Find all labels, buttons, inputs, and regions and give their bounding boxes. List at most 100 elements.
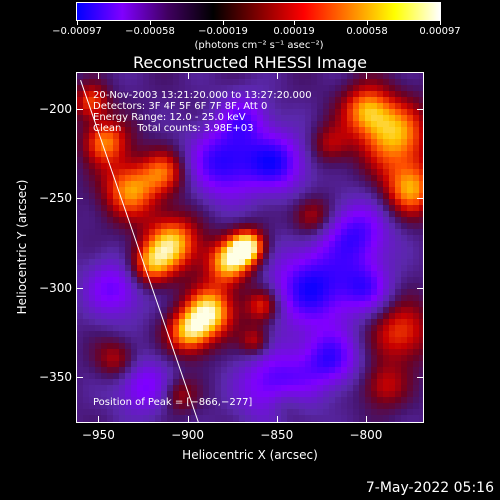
heatmap-cell	[149, 277, 156, 284]
heatmap-cell	[89, 367, 96, 374]
heatmap-cell	[317, 403, 324, 410]
heatmap-cell	[125, 271, 132, 278]
heatmap-cell	[329, 367, 336, 374]
heatmap-cell	[227, 355, 234, 362]
heatmap-cell	[83, 391, 90, 398]
heatmap-cell	[89, 229, 96, 236]
heatmap-cell	[263, 169, 270, 176]
heatmap-cell	[197, 409, 204, 416]
heatmap-cell	[179, 409, 186, 416]
heatmap-cell	[407, 235, 414, 242]
heatmap-cell	[113, 283, 120, 290]
heatmap-cell	[209, 277, 216, 284]
heatmap-cell	[311, 145, 318, 152]
heatmap-cell	[101, 343, 108, 350]
heatmap-cell	[275, 337, 282, 344]
heatmap-cell	[299, 313, 306, 320]
heatmap-cell	[383, 325, 390, 332]
heatmap-cell	[101, 373, 108, 380]
heatmap-cell	[317, 157, 324, 164]
heatmap-cell	[413, 157, 420, 164]
heatmap-cell	[293, 415, 300, 422]
heatmap-cell	[323, 307, 330, 314]
heatmap-cell	[251, 259, 258, 266]
heatmap-cell	[137, 103, 144, 110]
heatmap-cell	[227, 265, 234, 272]
heatmap-cell	[119, 367, 126, 374]
heatmap-cell	[323, 283, 330, 290]
heatmap-cell	[275, 409, 282, 416]
heatmap-cell	[203, 385, 210, 392]
heatmap-cell	[407, 319, 414, 326]
heatmap-cell	[401, 283, 408, 290]
heatmap-cell	[287, 115, 294, 122]
heatmap-cell	[383, 355, 390, 362]
heatmap-cell	[317, 349, 324, 356]
heatmap-cell	[377, 331, 384, 338]
heatmap-cell	[251, 283, 258, 290]
heatmap-cell	[353, 349, 360, 356]
heatmap-cell	[137, 163, 144, 170]
heatmap-cell	[233, 247, 240, 254]
heatmap-cell	[101, 301, 108, 308]
heatmap-cell	[191, 289, 198, 296]
heatmap-cell	[257, 187, 264, 194]
heatmap-cell	[221, 241, 228, 248]
heatmap-cell	[413, 175, 420, 182]
heatmap-cell	[263, 139, 270, 146]
heatmap-cell	[185, 193, 192, 200]
heatmap-cell	[95, 295, 102, 302]
heatmap-cell	[419, 415, 423, 422]
heatmap-cell	[257, 349, 264, 356]
heatmap-cell	[95, 97, 102, 104]
heatmap-cell	[131, 277, 138, 284]
heatmap-cell	[413, 229, 420, 236]
heatmap-cell	[89, 79, 96, 86]
heatmap-cell	[197, 169, 204, 176]
heatmap-cell	[389, 385, 396, 392]
heatmap-cell	[155, 289, 162, 296]
heatmap-cell	[419, 283, 423, 290]
heatmap-cell	[95, 121, 102, 128]
heatmap-cell	[137, 97, 144, 104]
heatmap-cell	[419, 97, 423, 104]
heatmap-cell	[341, 379, 348, 386]
heatmap-cell	[83, 283, 90, 290]
heatmap-cell	[137, 283, 144, 290]
heatmap-cell	[401, 319, 408, 326]
heatmap-cell	[155, 361, 162, 368]
heatmap-cell	[323, 151, 330, 158]
heatmap-cell	[185, 133, 192, 140]
heatmap-cell	[95, 355, 102, 362]
heatmap-cell	[173, 181, 180, 188]
heatmap-cell	[179, 385, 186, 392]
heatmap-cell	[167, 79, 174, 86]
heatmap-cell	[377, 325, 384, 332]
heatmap-cell	[275, 175, 282, 182]
heatmap-cell	[233, 409, 240, 416]
heatmap-cell	[119, 175, 126, 182]
heatmap-cell	[383, 73, 390, 80]
heatmap-cell	[131, 157, 138, 164]
heatmap-cell	[329, 121, 336, 128]
heatmap-cell	[353, 409, 360, 416]
heatmap-cell	[191, 307, 198, 314]
heatmap-cell	[335, 151, 342, 158]
heatmap-cell	[89, 409, 96, 416]
heatmap-cell	[161, 223, 168, 230]
heatmap-cell	[107, 169, 114, 176]
heatmap-cell	[335, 373, 342, 380]
heatmap-cell	[233, 85, 240, 92]
heatmap-cell	[293, 301, 300, 308]
heatmap-cell	[83, 199, 90, 206]
heatmap-cell	[353, 265, 360, 272]
heatmap-cell	[311, 415, 318, 422]
heatmap-cell	[161, 391, 168, 398]
heatmap-cell	[347, 313, 354, 320]
heatmap-cell	[137, 379, 144, 386]
heatmap-cell	[137, 361, 144, 368]
heatmap-cell	[119, 349, 126, 356]
x-tick-mark	[187, 73, 189, 79]
heatmap-cell	[221, 127, 228, 134]
heatmap-cell	[161, 259, 168, 266]
